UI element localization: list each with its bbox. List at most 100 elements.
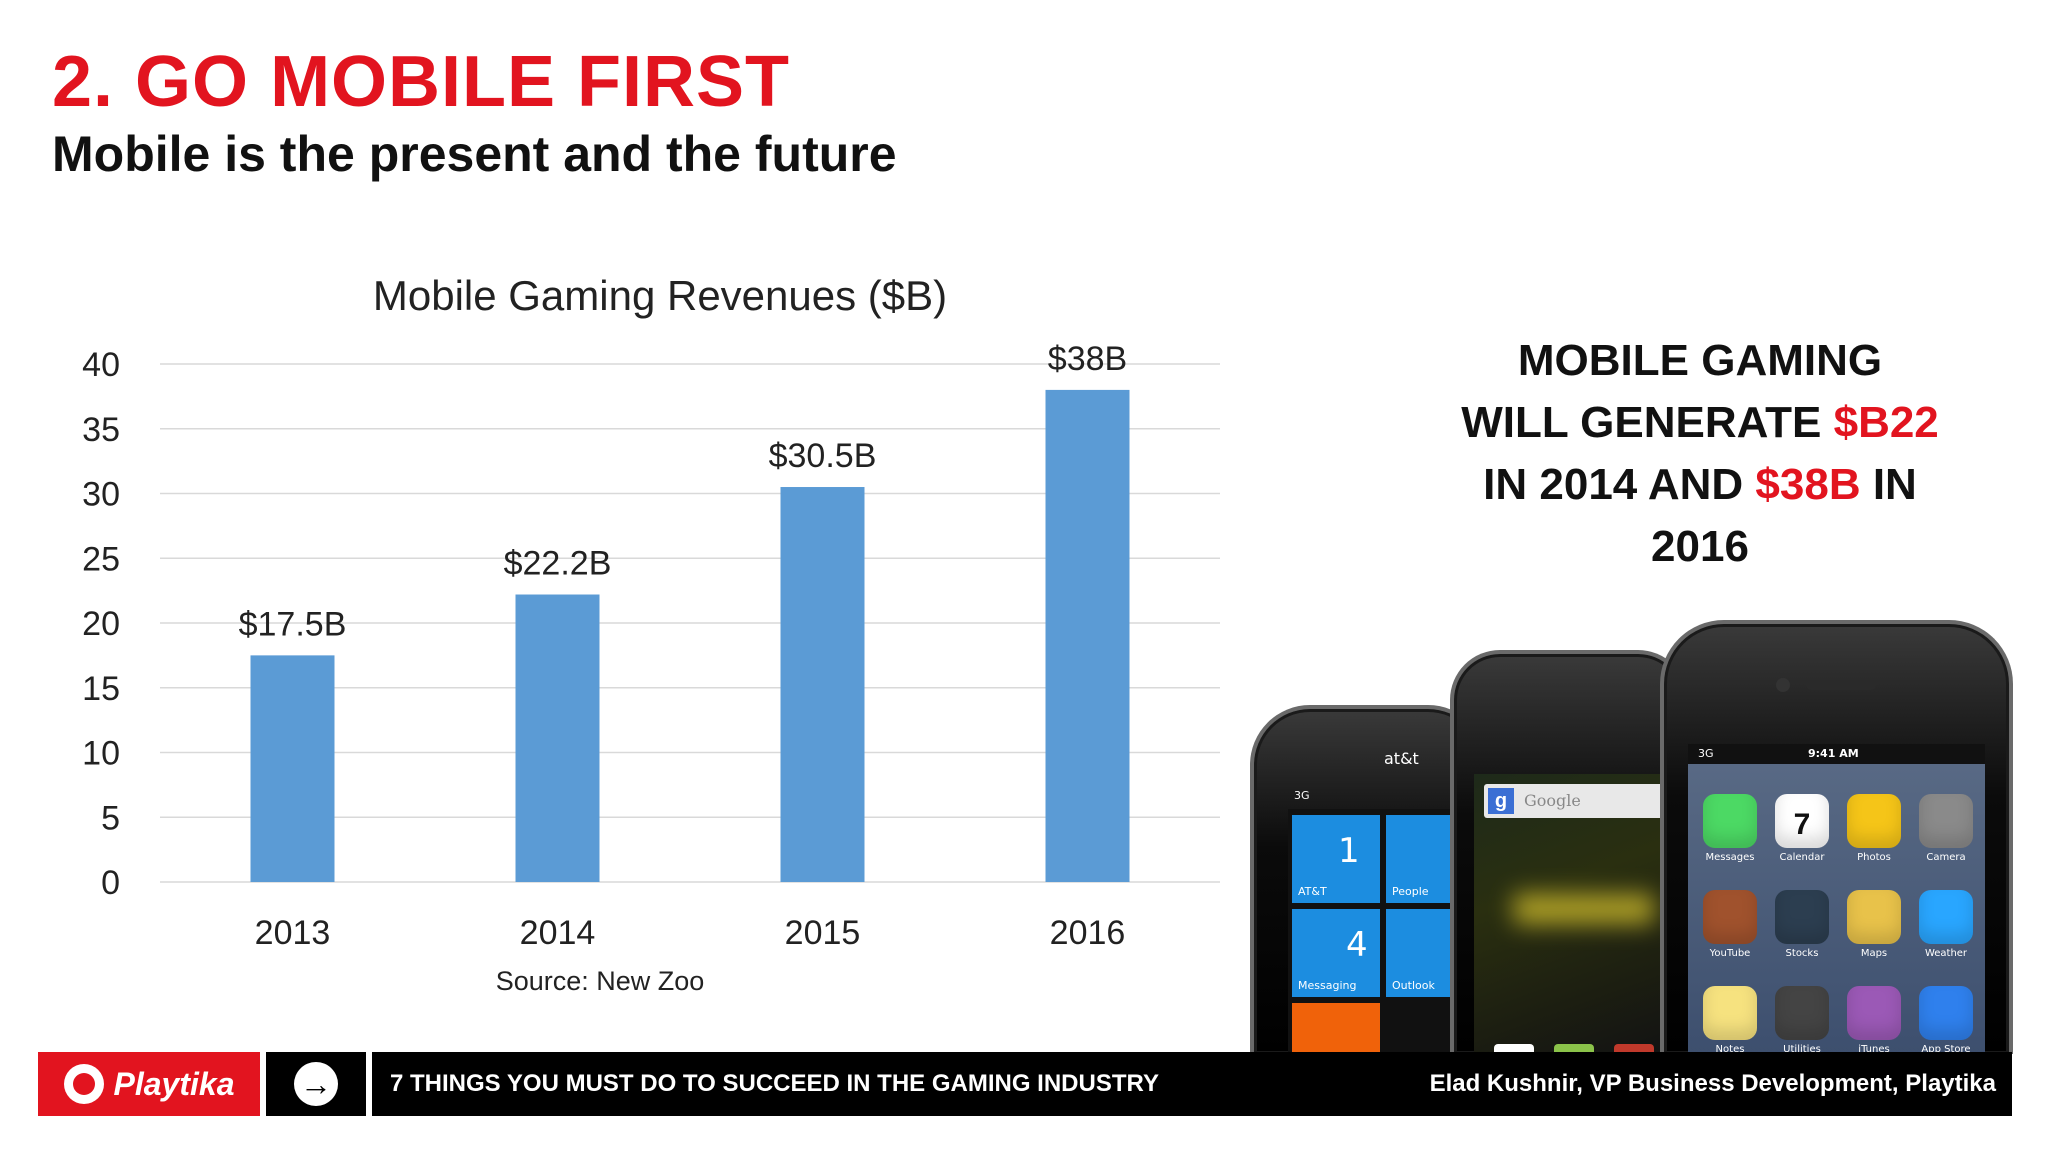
playtika-logo-icon: [63, 1064, 104, 1104]
tile-messaging-label: Messaging: [1298, 979, 1357, 992]
maps-icon: [1847, 890, 1901, 944]
app-label: App Store: [1921, 1044, 1971, 1055]
iphone: 3G 9:41 AM Messages 7 Calendar Photos Camera…: [1660, 620, 2013, 1055]
bar-2015: [780, 487, 865, 882]
calendar-icon: 7: [1775, 794, 1829, 848]
app-label: Maps: [1860, 948, 1888, 959]
iphone-time: 9:41 AM: [1808, 747, 1859, 760]
google-search-bar: g Google: [1484, 784, 1664, 818]
app-label: Calendar: [1779, 852, 1825, 863]
y-tick-label: 35: [82, 411, 120, 449]
notes-icon: [1703, 986, 1757, 1040]
playtika-logo-text: Playtika: [113, 1065, 235, 1102]
live-wallpaper-glow: [1514, 894, 1654, 924]
callout-line-2-text: WILL GENERATE: [1461, 398, 1834, 447]
revenue-bar-chart: Mobile Gaming Revenues ($B) 0 5 10 15 20 25 30 3…: [82, 272, 1220, 996]
app-label: YouTube: [1709, 948, 1751, 959]
tile-att: 1 AT&T: [1292, 815, 1380, 903]
chart-source: Source: New Zoo: [496, 966, 705, 996]
app-app-store: App Store: [1914, 986, 1978, 1055]
app-store-icon: [1919, 986, 1973, 1040]
itunes-icon: [1847, 986, 1901, 1040]
utilities-icon: [1775, 986, 1829, 1040]
y-tick-label: 0: [101, 864, 120, 902]
tile-messaging: 4 Messaging: [1292, 909, 1380, 997]
iphone-signal: 3G: [1698, 747, 1714, 760]
bar-2014: [515, 594, 600, 882]
y-tick-label: 5: [101, 799, 120, 837]
callout-highlight-2014: $B22: [1833, 398, 1939, 447]
phone1-signal: 3G: [1294, 789, 1310, 802]
callout-line-2: WILL GENERATE $B22: [1430, 392, 1970, 454]
callout-line-1: MOBILE GAMING: [1517, 336, 1883, 385]
y-tick-label: 30: [82, 476, 120, 514]
slide-subtitle: Mobile is the present and the future: [52, 126, 897, 182]
data-label-2016: $38B: [1048, 340, 1127, 378]
app-weather: Weather: [1914, 890, 1978, 959]
phone1-carrier: at&t: [1384, 749, 1419, 768]
tile-messaging-number: 4: [1346, 925, 1368, 965]
iphone-speaker: [1806, 680, 1876, 690]
app-label: Camera: [1926, 852, 1966, 863]
x-tick-label-2015: 2015: [785, 914, 861, 952]
y-tick-label: 25: [82, 540, 120, 578]
data-label-2014: $22.2B: [504, 545, 612, 583]
bar-2016: [1045, 389, 1130, 882]
y-tick-label: 40: [82, 346, 120, 384]
iphone-status-bar: 3G 9:41 AM: [1688, 744, 1985, 764]
weather-icon: [1919, 890, 1973, 944]
google-icon: g: [1488, 788, 1514, 814]
y-tick-label: 20: [82, 605, 120, 643]
smartphones-illustration: at&t 3G 1 AT&T People 4 Messaging Outloo…: [1250, 620, 2020, 1084]
x-tick-label-2014: 2014: [520, 914, 596, 952]
app-label: Weather: [1924, 948, 1968, 959]
photos-icon: [1847, 794, 1901, 848]
camera-icon: [1919, 794, 1973, 848]
arrow-right-icon: →: [294, 1062, 338, 1106]
y-tick-label: 15: [82, 670, 120, 708]
app-notes: Notes: [1698, 986, 1762, 1055]
x-tick-label-2013: 2013: [255, 914, 331, 952]
revenue-callout: MOBILE GAMING WILL GENERATE $B22 IN 2014…: [1430, 330, 1970, 578]
iphone-camera: [1776, 678, 1790, 692]
footer-bar: 7 THINGS YOU MUST DO TO SUCCEED IN THE G…: [372, 1052, 2012, 1116]
tile-people-label: People: [1392, 885, 1429, 898]
tile-outlook-label: Outlook: [1392, 979, 1435, 992]
tile-att-number: 1: [1338, 831, 1360, 871]
next-button[interactable]: →: [266, 1052, 366, 1116]
app-label: iTunes: [1858, 1044, 1890, 1055]
app-label: Notes: [1715, 1044, 1745, 1055]
callout-line-3-tail: IN: [1860, 460, 1917, 509]
author-credit: Elad Kushnir, VP Business Development, P…: [1429, 1070, 1996, 1097]
app-stocks: Stocks: [1770, 890, 1834, 959]
playtika-logo: Playtika: [38, 1052, 260, 1116]
youtube-icon: [1703, 890, 1757, 944]
app-label: Stocks: [1785, 948, 1819, 959]
android-phone: g Google: [1450, 650, 1688, 1084]
app-label: Photos: [1857, 852, 1891, 863]
google-search-text: Google: [1524, 791, 1581, 810]
app-itunes: iTunes: [1842, 986, 1906, 1055]
y-tick-label: 10: [82, 735, 120, 773]
data-label-2013: $17.5B: [239, 605, 347, 643]
chart-title: Mobile Gaming Revenues ($B): [373, 272, 947, 319]
bar-2013: [250, 655, 335, 882]
callout-line-3: IN 2014 AND $38B IN: [1430, 454, 1970, 516]
app-camera: Camera: [1914, 794, 1978, 863]
callout-highlight-2016: $38B: [1755, 460, 1861, 509]
app-utilities: Utilities: [1770, 986, 1834, 1055]
data-label-2015: $30.5B: [769, 437, 877, 475]
app-label: Utilities: [1783, 1044, 1821, 1055]
app-label: Messages: [1705, 852, 1755, 863]
messages-icon: [1703, 794, 1757, 848]
callout-line-3-text: IN 2014 AND: [1483, 460, 1756, 509]
deck-title: 7 THINGS YOU MUST DO TO SUCCEED IN THE G…: [390, 1070, 1159, 1097]
callout-line-4: 2016: [1651, 522, 1749, 571]
slide-title: 2. GO MOBILE FIRST: [52, 42, 791, 122]
app-photos: Photos: [1842, 794, 1906, 863]
app-messages: Messages: [1698, 794, 1762, 863]
stocks-icon: [1775, 890, 1829, 944]
app-calendar: 7 Calendar: [1770, 794, 1834, 863]
tile-att-label: AT&T: [1298, 885, 1327, 898]
app-youtube: YouTube: [1698, 890, 1762, 959]
